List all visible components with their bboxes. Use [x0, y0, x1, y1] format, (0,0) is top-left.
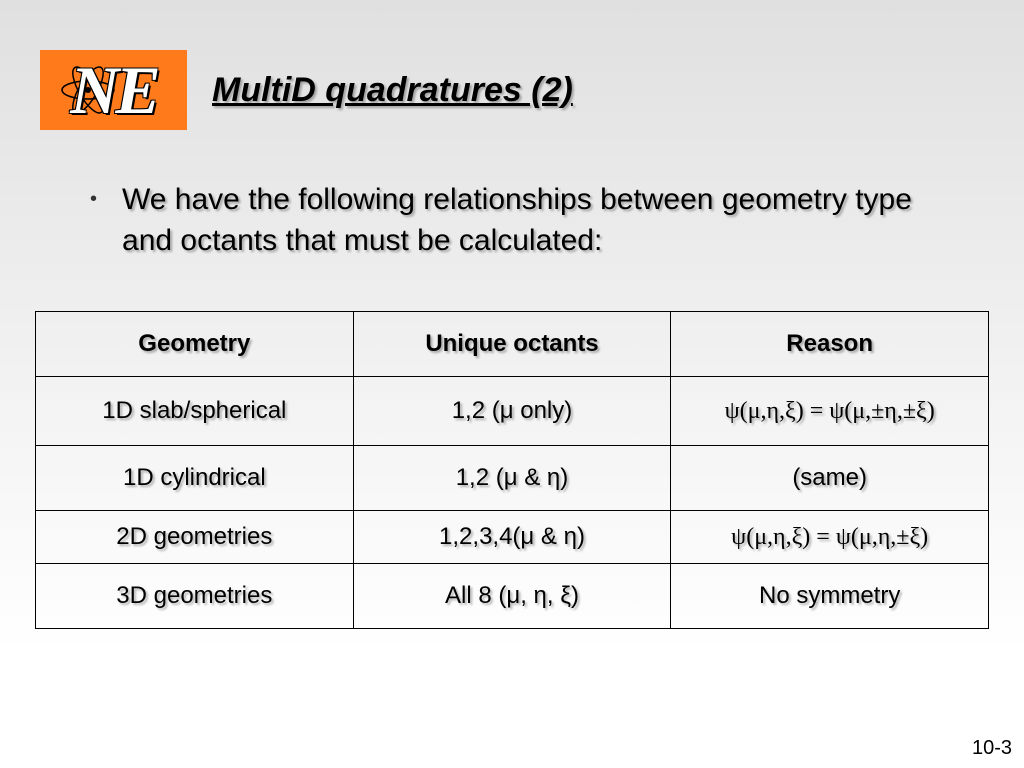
cell-octants: 1,2 (μ & η) [353, 446, 671, 511]
cell-reason: ψ(μ,η,ξ) = ψ(μ,±η,±ξ) [671, 377, 989, 446]
col-header-octants: Unique octants [353, 312, 671, 377]
col-header-reason: Reason [671, 312, 989, 377]
table-row: 1D cylindrical 1,2 (μ & η) (same) [36, 446, 989, 511]
cell-octants: 1,2 (μ only) [353, 377, 671, 446]
cell-octants: 1,2,3,4(μ & η) [353, 511, 671, 564]
slide-title: MultiD quadratures (2) [212, 71, 573, 110]
table-row: 3D geometries All 8 (μ, η, ξ) No symmetr… [36, 564, 989, 629]
page-number: 10-3 [972, 737, 1012, 760]
col-header-geometry: Geometry [36, 312, 354, 377]
table-row: 1D slab/spherical 1,2 (μ only) ψ(μ,η,ξ) … [36, 377, 989, 446]
bullet-text: We have the following relationships betw… [122, 180, 964, 261]
cell-reason: No symmetry [671, 564, 989, 629]
cell-octants: All 8 (μ, η, ξ) [353, 564, 671, 629]
cell-geometry: 1D slab/spherical [36, 377, 354, 446]
bullet-marker: • [90, 180, 97, 218]
cell-geometry: 2D geometries [36, 511, 354, 564]
logo: NE [40, 50, 187, 130]
logo-text: NE [70, 51, 156, 130]
octants-table: Geometry Unique octants Reason 1D slab/s… [35, 311, 989, 629]
bullet-section: • We have the following relationships be… [0, 130, 1024, 261]
cell-reason: ψ(μ,η,ξ) = ψ(μ,η,±ξ) [671, 511, 989, 564]
table-row: 2D geometries 1,2,3,4(μ & η) ψ(μ,η,ξ) = … [36, 511, 989, 564]
cell-geometry: 1D cylindrical [36, 446, 354, 511]
cell-reason: (same) [671, 446, 989, 511]
cell-geometry: 3D geometries [36, 564, 354, 629]
